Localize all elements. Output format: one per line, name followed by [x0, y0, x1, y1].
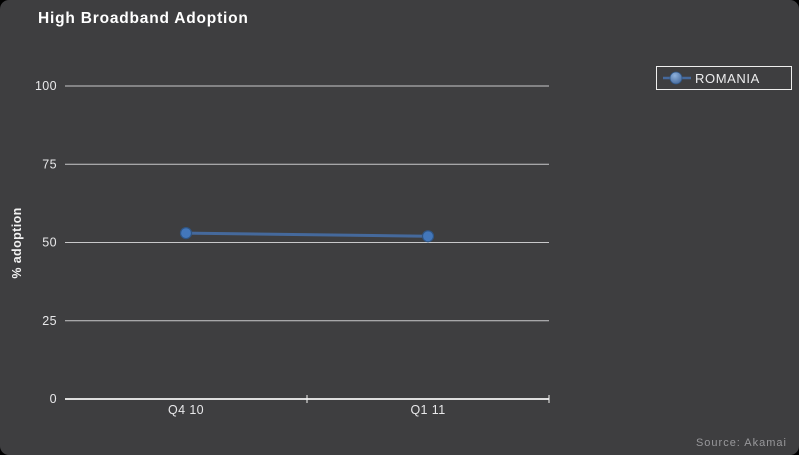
- svg-text:100: 100: [35, 79, 57, 93]
- legend-label: ROMANIA: [695, 70, 760, 86]
- y-axis-title: % adoption: [10, 207, 24, 279]
- svg-text:0: 0: [50, 392, 57, 406]
- svg-text:Q1 11: Q1 11: [410, 403, 445, 417]
- svg-text:25: 25: [42, 314, 57, 328]
- svg-text:50: 50: [42, 236, 57, 250]
- svg-text:75: 75: [42, 157, 57, 171]
- line-series-marker-icon: [663, 71, 691, 85]
- svg-text:Q4 10: Q4 10: [168, 403, 204, 417]
- legend: ROMANIA: [656, 66, 792, 90]
- source-note: Source: Akamai: [695, 437, 787, 449]
- chart-title: High Broadband Adoption: [38, 10, 249, 27]
- legend-item-romania[interactable]: ROMANIA: [656, 66, 792, 90]
